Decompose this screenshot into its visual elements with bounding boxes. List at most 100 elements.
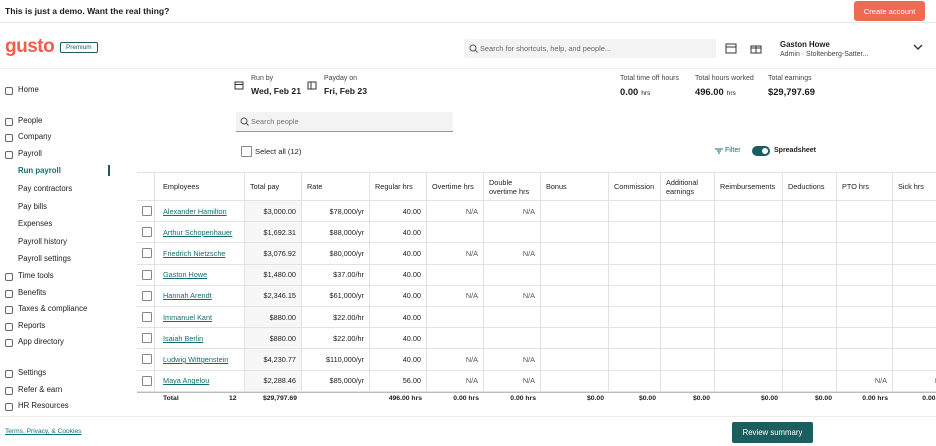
cell [427, 307, 484, 329]
cell-value: N/A [935, 376, 936, 385]
filter-button[interactable]: Filter [725, 147, 741, 154]
cell [484, 328, 541, 350]
payroll-table: Employees Total pay Rate Regular hrs Overtim… [137, 172, 936, 416]
nav-subitem[interactable]: Payroll settings [18, 254, 71, 264]
row-checkbox[interactable] [142, 333, 152, 344]
cell [715, 349, 783, 371]
row-checkbox[interactable] [142, 248, 152, 259]
banner-text: This is just a demo. Want the real thing… [5, 6, 170, 16]
user-name[interactable]: Gaston Howe [780, 40, 830, 49]
nav-item[interactable]: Company [0, 129, 110, 146]
cell-value: $2,288.46 [263, 376, 296, 386]
employee-link[interactable]: Gaston Howe [163, 270, 208, 280]
cell-value: $1,692.31 [263, 227, 296, 237]
employee-link[interactable]: Hannah Arendt [163, 291, 212, 301]
gift-icon[interactable] [750, 42, 762, 54]
total-value: $0.00 [692, 394, 710, 402]
chevron[interactable] [913, 44, 923, 51]
cell-value: N/A [522, 248, 535, 258]
cell: Ludwig Wittgenstein [155, 349, 245, 371]
row-checkbox[interactable] [142, 354, 152, 365]
logo[interactable]: gusto [5, 36, 55, 57]
terms-link[interactable]: Terms, Privacy, & Cookies [5, 428, 82, 435]
employee-link[interactable]: Isaiah Berlin [163, 333, 204, 343]
nav-subitem[interactable]: Run payroll [18, 166, 61, 176]
nav-item[interactable]: Time tools [0, 268, 110, 285]
cell [137, 370, 155, 392]
calendar-icon[interactable] [725, 42, 737, 54]
row-checkbox[interactable] [142, 312, 152, 323]
nav-item[interactable]: Payroll [0, 146, 110, 163]
cell [783, 201, 837, 223]
cell [137, 222, 155, 244]
cell [893, 265, 936, 286]
nav-item[interactable]: Reports [0, 318, 110, 335]
row-checkbox[interactable] [142, 206, 152, 217]
employee-link[interactable]: Arthur Schopenhauer [163, 227, 233, 237]
cell: 40.00 [370, 201, 427, 223]
cell [541, 222, 609, 244]
nav-item[interactable]: App directory [0, 334, 110, 351]
cell-value: N/A [465, 354, 478, 364]
wallet-icon [307, 81, 317, 90]
cell: N/A [484, 349, 541, 371]
nav-item[interactable]: Home [0, 82, 110, 99]
nav-subitem[interactable]: Pay contractors [18, 183, 73, 193]
global-search[interactable]: Search for shortcuts, help, and people..… [464, 39, 716, 58]
cell: 40.00 [370, 222, 427, 244]
nav-item[interactable]: HR Resources [0, 398, 110, 415]
employee-link[interactable]: Alexander Hamilton [163, 206, 227, 216]
nav-item[interactable]: Settings [0, 365, 110, 382]
cell: N/A [484, 370, 541, 392]
cell-value: N/A [522, 206, 535, 216]
nav-subitem[interactable]: Payroll history [18, 236, 67, 246]
people-search[interactable]: Search people [236, 112, 453, 132]
employee-link[interactable]: Ludwig Wittgenstein [163, 354, 229, 364]
nav-item[interactable]: Refer & earn [0, 382, 110, 399]
nav-subitem[interactable]: Pay bills [18, 201, 48, 211]
row-checkbox[interactable] [142, 375, 152, 386]
cell [783, 264, 837, 286]
total-value: $0.00 [814, 394, 832, 402]
row-checkbox[interactable] [142, 269, 152, 280]
cell [137, 264, 155, 286]
cell-value: $1,480.00 [263, 270, 296, 280]
total-value: 0.00 hrs [862, 394, 888, 402]
cell-value: $2,346.15 [263, 291, 296, 301]
nav-icon [5, 369, 13, 378]
cell [661, 243, 715, 265]
nav-subitem[interactable]: Expenses [18, 219, 53, 229]
total-label: Total [163, 394, 179, 402]
create-account-button[interactable]: Create account [854, 1, 925, 21]
cell-value: $85,000/yr [329, 376, 364, 386]
cell [541, 285, 609, 307]
payday-value: Fri, Feb 23 [324, 86, 367, 96]
nav-icon [5, 117, 13, 126]
row-checkbox[interactable] [142, 290, 152, 301]
nav-item[interactable]: Benefits [0, 285, 110, 302]
row-checkbox[interactable] [142, 227, 152, 238]
nav-item[interactable]: Taxes & compliance [0, 301, 110, 318]
cell: 40.00 [370, 328, 427, 350]
column-header: Commission [609, 173, 661, 201]
employee-link[interactable]: Friedrich Nietzsche [163, 248, 226, 258]
cell [541, 307, 609, 329]
total-value: $0.00 [638, 394, 656, 402]
cell [715, 201, 783, 223]
stat-number: 0.00 [620, 86, 639, 97]
spreadsheet-label: Spreadsheet [774, 147, 817, 154]
nav-item[interactable]: People [0, 113, 110, 130]
select-all-checkbox[interactable] [241, 146, 252, 157]
employee-link[interactable]: Immanuel Kant [163, 312, 213, 322]
spreadsheet-toggle[interactable] [752, 146, 770, 156]
column-header: Additional earnings [661, 173, 715, 201]
cell-value: $110,000/yr [326, 354, 364, 364]
review-summary-button[interactable]: Review summary [732, 422, 813, 443]
nav-icon [5, 134, 13, 143]
cell [783, 370, 837, 392]
column-header[interactable]: Employees [155, 173, 245, 201]
employee-link[interactable]: Maya Angelou [163, 376, 210, 386]
cell: N/A [484, 201, 541, 223]
calendar-icon [234, 81, 244, 90]
cell [661, 285, 715, 307]
